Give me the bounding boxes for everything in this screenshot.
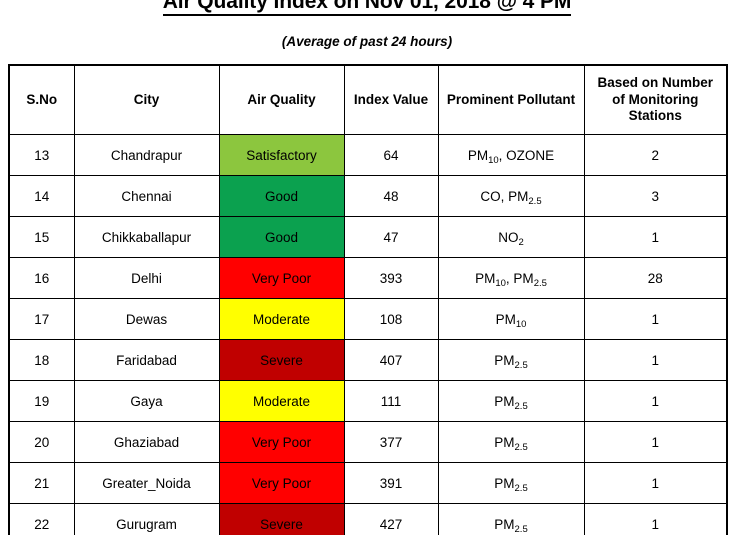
cell-air-quality: Very Poor: [218, 421, 345, 463]
cell-prominent-pollutant: PM2.5: [437, 380, 585, 422]
cell-sno: 19: [8, 380, 75, 422]
column-header-stations-line3: Stations: [628, 108, 682, 124]
cell-stations: 28: [583, 257, 728, 299]
column-header-stations-line2: of Monitoring: [612, 91, 699, 107]
table-row: 17 Dewas Moderate 108 PM10 1: [8, 298, 728, 340]
cell-sno: 22: [8, 503, 75, 535]
table-row: 15 Chikkaballapur Good 47 NO2 1: [8, 216, 728, 258]
cell-sno: 20: [8, 421, 75, 463]
cell-city: Dewas: [73, 298, 220, 340]
cell-prominent-pollutant: PM10, OZONE: [437, 134, 585, 176]
cell-city: Chandrapur: [73, 134, 220, 176]
cell-stations: 1: [583, 298, 728, 340]
table-row: 22 Gurugram Severe 427 PM2.5 1: [8, 503, 728, 535]
cell-index-value: 391: [343, 462, 439, 504]
table-row: 18 Faridabad Severe 407 PM2.5 1: [8, 339, 728, 381]
cell-prominent-pollutant: NO2: [437, 216, 585, 258]
cell-index-value: 427: [343, 503, 439, 535]
column-header-stations: Based on Number of Monitoring Stations: [583, 64, 728, 135]
aqi-table: S.No City Air Quality Index Value Promin…: [8, 64, 728, 535]
cell-prominent-pollutant: PM2.5: [437, 421, 585, 463]
cell-index-value: 48: [343, 175, 439, 217]
column-header-city: City: [73, 64, 220, 135]
page-subtitle: (Average of past 24 hours): [281, 34, 453, 49]
cell-prominent-pollutant: PM10: [437, 298, 585, 340]
page-title: Air Quality Index on Nov 01, 2018 @ 4 PM: [0, 0, 734, 16]
cell-stations: 1: [583, 421, 728, 463]
cell-stations: 1: [583, 503, 728, 535]
cell-air-quality: Moderate: [218, 298, 345, 340]
table-header-row: S.No City Air Quality Index Value Promin…: [8, 64, 728, 135]
cell-sno: 18: [8, 339, 75, 381]
cell-stations: 2: [583, 134, 728, 176]
cell-prominent-pollutant: PM2.5: [437, 462, 585, 504]
cell-air-quality: Very Poor: [218, 462, 345, 504]
table-row: 20 Ghaziabad Very Poor 377 PM2.5 1: [8, 421, 728, 463]
cell-stations: 1: [583, 216, 728, 258]
cell-index-value: 108: [343, 298, 439, 340]
cell-prominent-pollutant: PM2.5: [437, 503, 585, 535]
cell-index-value: 111: [343, 380, 439, 422]
column-header-prominent-pollutant: Prominent Pollutant: [437, 64, 585, 135]
cell-air-quality: Severe: [218, 339, 345, 381]
table-row: 14 Chennai Good 48 CO, PM2.5 3: [8, 175, 728, 217]
column-header-air-quality: Air Quality: [218, 64, 345, 135]
page-title-text: Air Quality Index on Nov 01, 2018 @ 4 PM: [162, 0, 571, 16]
cell-air-quality: Severe: [218, 503, 345, 535]
cell-prominent-pollutant: PM2.5: [437, 339, 585, 381]
column-header-index-value: Index Value: [343, 64, 439, 135]
cell-city: Gaya: [73, 380, 220, 422]
cell-city: Gurugram: [73, 503, 220, 535]
cell-stations: 1: [583, 339, 728, 381]
cell-air-quality: Good: [218, 216, 345, 258]
cell-sno: 15: [8, 216, 75, 258]
cell-stations: 1: [583, 462, 728, 504]
cell-air-quality: Good: [218, 175, 345, 217]
cell-sno: 13: [8, 134, 75, 176]
aqi-table-container: S.No City Air Quality Index Value Promin…: [8, 64, 728, 535]
cell-index-value: 47: [343, 216, 439, 258]
table-body: 13 Chandrapur Satisfactory 64 PM10, OZONE 2 14…: [8, 134, 728, 535]
column-header-sno: S.No: [8, 64, 75, 135]
table-row: 19 Gaya Moderate 111 PM2.5 1: [8, 380, 728, 422]
table-row: 16 Delhi Very Poor 393 PM10, PM2.5 28: [8, 257, 728, 299]
cell-city: Faridabad: [73, 339, 220, 381]
cell-index-value: 64: [343, 134, 439, 176]
cell-index-value: 407: [343, 339, 439, 381]
cell-city: Chennai: [73, 175, 220, 217]
table-header: S.No City Air Quality Index Value Promin…: [8, 64, 728, 135]
cell-stations: 3: [583, 175, 728, 217]
column-header-stations-line1: Based on Number: [597, 74, 714, 90]
cell-sno: 21: [8, 462, 75, 504]
cell-index-value: 377: [343, 421, 439, 463]
cell-sno: 14: [8, 175, 75, 217]
cell-city: Delhi: [73, 257, 220, 299]
cell-air-quality: Moderate: [218, 380, 345, 422]
cell-prominent-pollutant: PM10, PM2.5: [437, 257, 585, 299]
cell-air-quality: Satisfactory: [218, 134, 345, 176]
cell-city: Greater_Noida: [73, 462, 220, 504]
cell-air-quality: Very Poor: [218, 257, 345, 299]
table-row: 21 Greater_Noida Very Poor 391 PM2.5 1: [8, 462, 728, 504]
cell-sno: 17: [8, 298, 75, 340]
cell-stations: 1: [583, 380, 728, 422]
cell-city: Ghaziabad: [73, 421, 220, 463]
table-row: 13 Chandrapur Satisfactory 64 PM10, OZONE 2: [8, 134, 728, 176]
cell-city: Chikkaballapur: [73, 216, 220, 258]
cell-index-value: 393: [343, 257, 439, 299]
cell-sno: 16: [8, 257, 75, 299]
cell-prominent-pollutant: CO, PM2.5: [437, 175, 585, 217]
